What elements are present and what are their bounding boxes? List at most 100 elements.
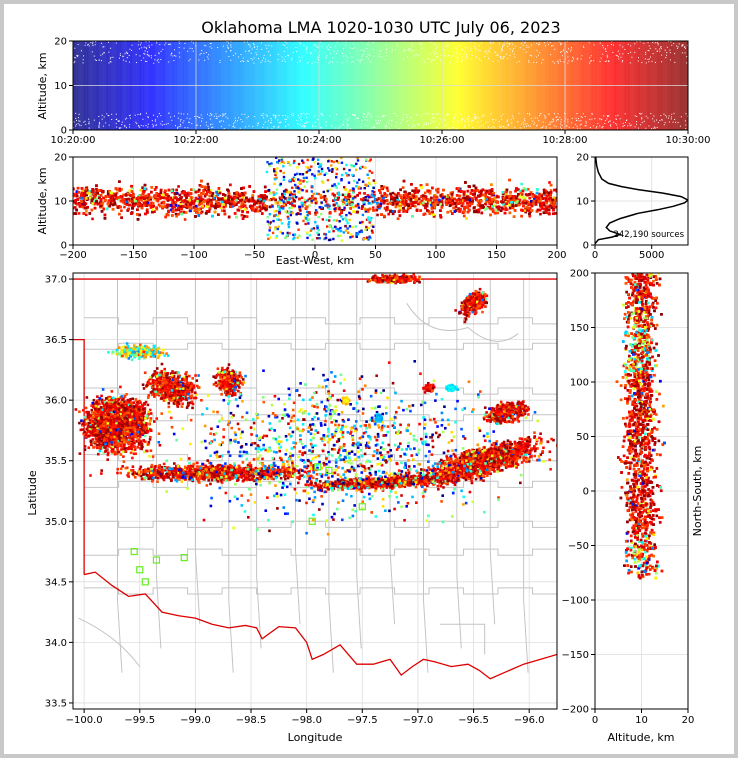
x-tick-label: 10:28:00 <box>543 135 588 146</box>
gap <box>484 55 486 57</box>
gap <box>282 44 284 46</box>
gap <box>639 41 641 43</box>
source-point <box>510 203 513 207</box>
plot-area <box>73 41 688 130</box>
gap <box>684 46 686 48</box>
gap <box>280 121 282 123</box>
gap <box>659 50 661 52</box>
gap <box>159 44 161 46</box>
gap <box>660 46 662 48</box>
gap <box>148 41 150 43</box>
gap <box>336 41 338 43</box>
gap <box>118 120 120 122</box>
source-point <box>471 198 475 202</box>
gap <box>140 113 142 115</box>
gap <box>557 60 559 62</box>
gap <box>349 47 351 49</box>
gap <box>431 41 433 43</box>
gap <box>492 119 494 121</box>
gap <box>412 50 414 52</box>
gap <box>110 61 112 63</box>
gap <box>578 120 580 122</box>
gap <box>91 51 93 53</box>
gap <box>179 42 181 44</box>
gap <box>118 127 120 129</box>
gap <box>406 114 408 116</box>
gap <box>298 56 300 58</box>
gap <box>611 43 613 45</box>
gap <box>609 120 611 122</box>
gap <box>594 118 596 120</box>
gap <box>224 113 226 115</box>
gap <box>140 124 142 126</box>
gap <box>258 122 260 124</box>
gap <box>255 52 257 54</box>
gap <box>216 115 218 117</box>
source-point <box>223 198 226 201</box>
gap <box>249 46 251 48</box>
gap <box>233 123 235 125</box>
gap <box>305 114 307 116</box>
gap <box>183 47 185 49</box>
source-point <box>455 201 458 205</box>
gap <box>403 51 405 53</box>
gap <box>456 61 458 63</box>
gap <box>177 126 179 128</box>
gap <box>559 116 561 118</box>
gap <box>219 120 221 122</box>
gap <box>544 45 546 47</box>
source-point <box>223 209 226 213</box>
source-point <box>174 212 178 216</box>
gap <box>174 125 176 127</box>
gap <box>653 127 655 129</box>
gap <box>232 126 234 128</box>
gap <box>145 48 147 50</box>
source-point <box>504 193 507 197</box>
gap <box>391 119 393 121</box>
gap <box>433 116 435 118</box>
gap <box>548 123 550 125</box>
gap <box>552 61 554 63</box>
gap <box>589 57 591 59</box>
gap <box>495 54 497 56</box>
gap <box>300 120 302 122</box>
gap <box>148 55 150 57</box>
source-point <box>385 193 389 197</box>
gap <box>238 56 240 58</box>
source-point <box>207 185 210 189</box>
gap <box>403 58 405 60</box>
gap <box>246 60 248 62</box>
gap <box>219 121 221 123</box>
gap <box>207 125 209 127</box>
gap <box>445 124 447 126</box>
gap <box>520 42 522 44</box>
source-point <box>74 194 78 198</box>
source-point <box>529 210 532 214</box>
gap <box>345 45 347 47</box>
gap <box>124 125 126 127</box>
gap <box>301 56 303 58</box>
gap <box>75 117 77 119</box>
gap <box>126 57 128 59</box>
gap <box>371 116 373 118</box>
gap <box>502 58 504 60</box>
gap <box>129 117 131 119</box>
gap <box>531 55 533 57</box>
gap <box>657 122 659 124</box>
source-point <box>458 210 461 213</box>
gap <box>620 56 622 58</box>
gap <box>211 126 213 128</box>
gap <box>476 56 478 58</box>
gap <box>463 124 465 126</box>
gap <box>152 123 154 125</box>
gap <box>239 127 241 129</box>
gap <box>112 56 114 58</box>
source-point <box>333 209 337 213</box>
gap <box>560 123 562 125</box>
gap <box>115 113 117 115</box>
time-height-panel: 10:20:00 10:22:00 10:24:00 10:26:00 10:28:00… <box>51 37 711 147</box>
gap <box>544 42 546 44</box>
gap <box>628 123 630 125</box>
gap <box>623 125 625 127</box>
